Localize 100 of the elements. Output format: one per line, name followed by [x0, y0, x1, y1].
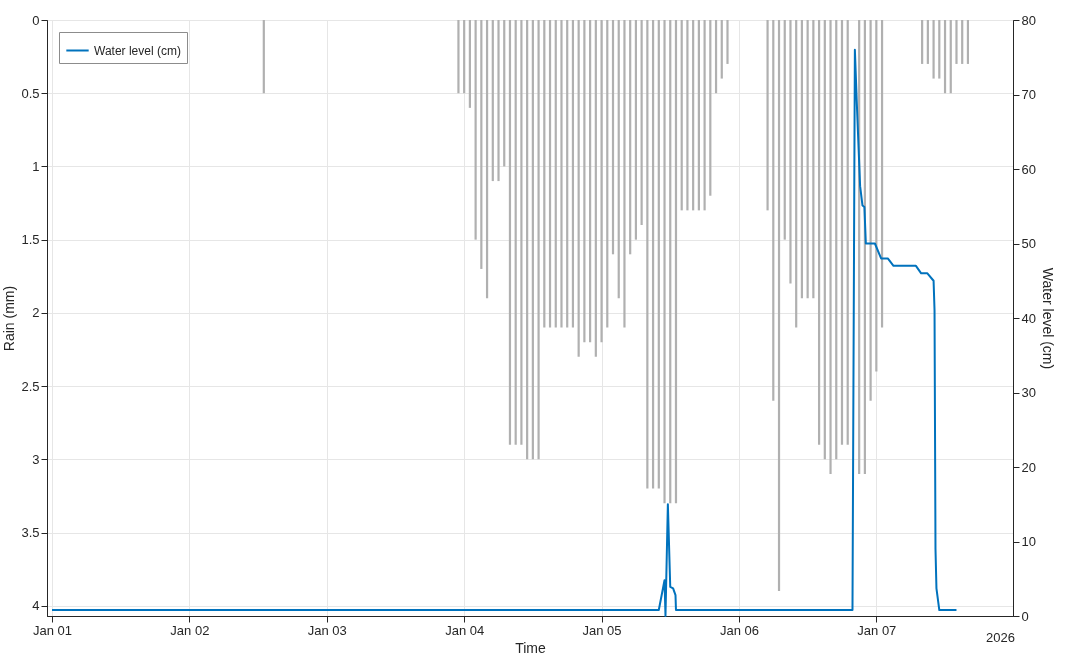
bar — [600, 20, 603, 343]
x-tick-label: Jan 03 — [307, 622, 347, 638]
bar — [629, 20, 632, 255]
bar — [508, 20, 512, 445]
bar — [589, 20, 592, 343]
bar — [966, 20, 970, 64]
bar — [474, 20, 477, 240]
bar — [611, 20, 615, 255]
bar — [548, 20, 552, 328]
bar — [491, 20, 494, 182]
bar — [789, 20, 792, 284]
bar — [926, 20, 929, 64]
bar — [577, 20, 580, 357]
x-tick-label: Jan 02 — [170, 622, 210, 638]
bar — [766, 20, 769, 211]
y-tick-label: 3 — [32, 451, 40, 467]
bar — [846, 20, 849, 445]
bar — [955, 20, 958, 64]
bar — [817, 20, 821, 445]
x-tick-label: Jan 05 — [582, 622, 622, 638]
x-tick-label: Jan 04 — [445, 622, 485, 638]
bar — [869, 20, 872, 401]
bar — [835, 20, 838, 460]
bar — [468, 20, 471, 108]
y-tick-label: 3.5 — [21, 525, 40, 541]
bar — [646, 20, 649, 489]
bar — [669, 20, 672, 504]
text: 2026 — [986, 630, 1015, 645]
bar — [543, 20, 546, 328]
y-tick-label: 4 — [32, 598, 40, 614]
bar — [485, 20, 489, 299]
legend-label: Water level (cm) — [94, 43, 181, 58]
y-tick-label: 0.5 — [21, 85, 40, 101]
bar — [531, 20, 534, 460]
bar — [875, 20, 878, 372]
bar — [921, 20, 924, 64]
x-tick-label: Jan 06 — [719, 622, 759, 638]
bar — [497, 20, 500, 182]
bar — [514, 20, 517, 445]
y-axis-title: Rain (mm) — [1, 285, 18, 352]
bar — [663, 20, 666, 504]
bar — [772, 20, 775, 401]
bar — [480, 20, 483, 269]
bar — [932, 20, 935, 79]
bar — [606, 20, 609, 328]
bar — [457, 20, 460, 94]
bar — [840, 20, 844, 445]
bar — [709, 20, 712, 196]
bar — [726, 20, 729, 64]
bar — [657, 20, 660, 489]
bar — [640, 20, 643, 226]
y-tick-label: 2 — [32, 305, 40, 321]
bar — [680, 20, 683, 211]
bar — [566, 20, 569, 328]
x-tick-label: Jan 01 — [32, 622, 73, 638]
bar — [783, 20, 786, 240]
bar — [583, 20, 586, 343]
bar — [623, 20, 626, 328]
y2-tick-label: 50 — [1021, 236, 1036, 251]
bar — [692, 20, 695, 211]
bar — [961, 20, 964, 64]
y-tick-label: 2.5 — [21, 378, 40, 394]
bar — [520, 20, 523, 445]
bar — [720, 20, 723, 79]
bar — [262, 20, 265, 94]
y2-tick-label: 70 — [1021, 87, 1036, 102]
bar — [714, 20, 718, 94]
bar — [554, 20, 557, 328]
y2-tick-label: 60 — [1021, 161, 1036, 177]
bar — [674, 20, 678, 504]
y2-tick-label: 10 — [1021, 534, 1036, 549]
bar — [651, 20, 655, 489]
bar — [594, 20, 597, 357]
bar — [571, 20, 575, 328]
bar — [560, 20, 563, 328]
y2-tick-label: 80 — [1021, 12, 1036, 28]
bar — [829, 20, 832, 474]
y-tick-label: 1 — [32, 158, 40, 174]
y-tick-label: 1.5 — [21, 232, 40, 248]
x-tick-label: Jan 07 — [857, 622, 897, 638]
bar — [938, 20, 941, 79]
bar — [806, 20, 809, 299]
y-tick-label: 0 — [32, 12, 40, 28]
bar — [463, 20, 466, 94]
y2-tick-label: 0 — [1021, 608, 1029, 624]
y2-tick-label: 40 — [1021, 310, 1036, 326]
bar — [943, 20, 947, 94]
bar — [703, 20, 706, 211]
bar — [812, 20, 815, 299]
x-axis-title: Time — [515, 639, 547, 656]
bar — [634, 20, 637, 240]
bar — [617, 20, 620, 299]
bar — [800, 20, 804, 299]
line-series — [51, 48, 958, 617]
y2-tick-label: 30 — [1021, 385, 1036, 400]
bar — [503, 20, 506, 167]
bar — [777, 20, 781, 592]
bar — [537, 20, 540, 460]
y2-axis-title: Water level (cm) — [1039, 267, 1056, 370]
y2-tick-label: 20 — [1021, 459, 1036, 475]
